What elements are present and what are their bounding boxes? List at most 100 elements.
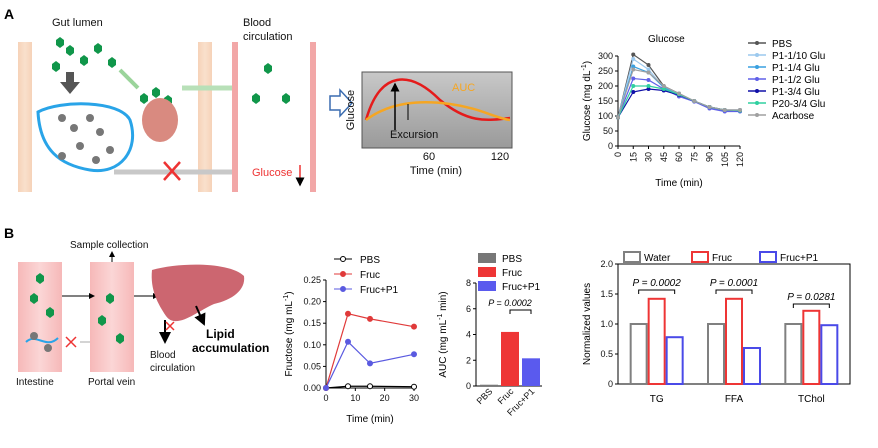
data-point	[367, 315, 373, 322]
sample-collection-label: Sample collection	[70, 240, 148, 251]
legend-marker	[340, 286, 346, 292]
bar	[501, 331, 519, 386]
polymer-bead	[30, 332, 38, 340]
bar	[743, 347, 761, 385]
legend-marker	[755, 65, 759, 69]
data-point	[646, 87, 651, 91]
x-tick-label: 0	[613, 152, 623, 157]
y-tick-label: 250	[598, 66, 613, 76]
data-point	[631, 57, 636, 61]
y-axis-label: Glucose (mg dL-1)	[581, 61, 593, 141]
chart-glucose: Glucose 0 50 100 150 200 250 300 0 15 30 45 60 75 90 10…	[581, 34, 825, 189]
bar	[647, 297, 666, 385]
y-tick-label: 50	[603, 126, 613, 136]
data-point	[707, 105, 712, 109]
fructose-hexagons	[30, 273, 124, 344]
data-point	[631, 90, 636, 94]
inset-orange-curve	[365, 101, 511, 122]
chart-lipid: 0 0.5 1.0 1.5 2.0 Normalized values TG P = 0.00…	[582, 251, 851, 405]
polymer-strand	[25, 337, 59, 344]
x-tick-label: 105	[720, 152, 730, 167]
data-point	[345, 310, 351, 317]
legend-label: P1-1/4 Glu	[772, 63, 820, 74]
legend-swatch	[623, 251, 641, 263]
legend-swatch	[759, 251, 777, 263]
data-point	[367, 360, 373, 367]
data-point	[631, 76, 636, 81]
data-point	[367, 383, 373, 390]
liver-shape	[151, 264, 245, 322]
polymer-beads	[58, 114, 114, 164]
y-tick-label: 2	[466, 355, 471, 365]
y-tick-label: 0.10	[303, 340, 321, 350]
legend-label: Fruc+P1	[502, 282, 541, 293]
inset-tick-60: 60	[423, 151, 435, 163]
series-line	[325, 312, 415, 389]
legend-label: Fruc+P1	[360, 285, 399, 296]
data-point	[692, 99, 697, 103]
x-tick-label: 0	[323, 393, 328, 403]
vessel-wall-right	[310, 42, 316, 192]
inset-red-curve	[364, 78, 511, 122]
y-tick-label: 4	[466, 330, 471, 340]
x-tick-label: TG	[650, 394, 664, 405]
tissue-left	[18, 42, 32, 192]
legend-label: PBS	[502, 254, 522, 265]
legend-label: Acarbose	[772, 111, 815, 122]
data-point	[323, 385, 329, 391]
legend-label: Fruc	[712, 253, 732, 264]
p-value-label: P = 0.0002	[488, 298, 531, 308]
y-tick-label: 0.5	[600, 349, 613, 359]
y-tick-label: 0.25	[303, 275, 321, 285]
gut-schematic: Gut lumen Blood circulation Glucose	[18, 17, 354, 192]
excursion-label: Excursion	[390, 129, 438, 141]
data-point	[646, 78, 651, 82]
x-tick-label: 20	[380, 393, 390, 403]
glucose-hexagons	[52, 37, 290, 106]
p-value-label: P = 0.0002	[633, 278, 682, 289]
data-point	[631, 52, 636, 57]
y-tick-label: 0	[466, 381, 471, 391]
legend-label: Water	[644, 253, 671, 264]
legend-label: P1-1/10 Glu	[772, 51, 825, 62]
x-tick-label: 90	[705, 152, 715, 162]
data-point	[646, 84, 651, 88]
data-point	[411, 351, 417, 358]
x-tick-label: PBS	[475, 386, 495, 406]
lipid-label-1: Lipid	[206, 327, 235, 341]
block-x-icon	[163, 161, 181, 181]
inset-ylabel: Glucose	[345, 90, 357, 130]
legend-label: P1-1/2 Glu	[772, 75, 820, 86]
chart-title: Glucose	[648, 34, 685, 45]
y-tick-label: 8	[466, 278, 471, 288]
bar	[480, 384, 498, 386]
panel-label-b: B	[4, 225, 14, 241]
series-line	[325, 340, 415, 389]
result-arrow-icon	[329, 88, 354, 118]
x-tick-label: 15	[628, 152, 638, 162]
legend-swatch	[478, 281, 496, 291]
lipid-arrow	[194, 305, 206, 326]
bar	[802, 309, 821, 385]
bar	[522, 358, 540, 386]
tissue-right	[198, 42, 212, 192]
blood-label-line2: circulation	[243, 31, 293, 43]
bar	[784, 323, 803, 385]
y-tick-label: 0.15	[303, 318, 321, 328]
legend-label: PBS	[360, 255, 380, 266]
x-tick-label: 60	[674, 152, 684, 162]
data-point	[661, 84, 666, 88]
data-point	[646, 67, 651, 72]
significance-bracket	[638, 289, 676, 294]
y-tick-label: 0.05	[303, 361, 321, 371]
y-tick-label: 100	[598, 111, 613, 121]
x-tick-label: 45	[659, 152, 669, 162]
data-point	[631, 84, 636, 88]
p-value-label: P = 0.0281	[787, 292, 835, 303]
x-axis-label: Time (min)	[655, 178, 702, 189]
inset-glucose-curve: Glucose AUC Excursion 60 120 Time (min)	[345, 71, 513, 177]
legend-marker	[755, 101, 759, 105]
intestine-label: Intestine	[16, 377, 54, 388]
